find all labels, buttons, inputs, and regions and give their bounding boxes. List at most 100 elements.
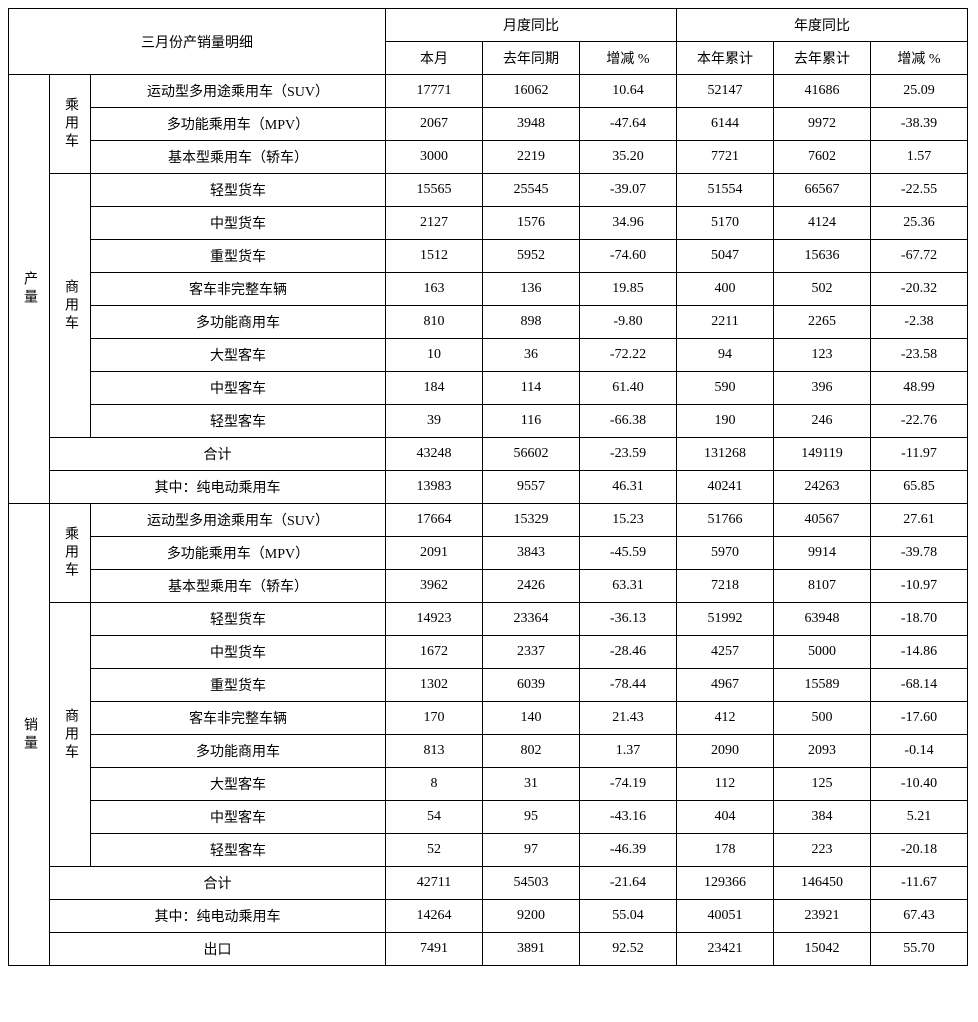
row-label: 中型客车: [91, 801, 386, 834]
cell: 48.99: [871, 372, 968, 405]
cell: 15636: [774, 240, 871, 273]
cell: 2219: [483, 141, 580, 174]
cell: 5.21: [871, 801, 968, 834]
hdr-monthly: 月度同比: [386, 9, 677, 42]
cell: 25.36: [871, 207, 968, 240]
cell: 3000: [386, 141, 483, 174]
row-label: 客车非完整车辆: [91, 273, 386, 306]
cell: -68.14: [871, 669, 968, 702]
cell: 813: [386, 735, 483, 768]
row-label: 基本型乘用车（轿车）: [91, 570, 386, 603]
cell: 146450: [774, 867, 871, 900]
cell: 16062: [483, 75, 580, 108]
cell: 8: [386, 768, 483, 801]
cell: 27.61: [871, 504, 968, 537]
cell: -47.64: [580, 108, 677, 141]
cell: 2337: [483, 636, 580, 669]
cell: -66.38: [580, 405, 677, 438]
cell: 7721: [677, 141, 774, 174]
cell: 412: [677, 702, 774, 735]
row-label: 运动型多用途乘用车（SUV）: [91, 504, 386, 537]
hdr-this-month: 本月: [386, 42, 483, 75]
cell: 2211: [677, 306, 774, 339]
cell: -17.60: [871, 702, 968, 735]
section-sales: 销量: [9, 504, 50, 966]
cell: 10: [386, 339, 483, 372]
row-label: 轻型客车: [91, 834, 386, 867]
cell: -72.22: [580, 339, 677, 372]
cell: 2265: [774, 306, 871, 339]
cell: 56602: [483, 438, 580, 471]
row-label: 重型货车: [91, 240, 386, 273]
cell: -14.86: [871, 636, 968, 669]
cell: 92.52: [580, 933, 677, 966]
row-label: 多功能商用车: [91, 735, 386, 768]
cell: -74.19: [580, 768, 677, 801]
cell: 42711: [386, 867, 483, 900]
cell: 5047: [677, 240, 774, 273]
cell: 190: [677, 405, 774, 438]
cell: 21.43: [580, 702, 677, 735]
cell: -0.14: [871, 735, 968, 768]
cell: 3891: [483, 933, 580, 966]
hdr-last-year-cum: 去年累计: [774, 42, 871, 75]
cell: 131268: [677, 438, 774, 471]
cell: 2127: [386, 207, 483, 240]
cell: 1672: [386, 636, 483, 669]
cell: -39.78: [871, 537, 968, 570]
cell: 63948: [774, 603, 871, 636]
cell: 2426: [483, 570, 580, 603]
row-label: 客车非完整车辆: [91, 702, 386, 735]
cell: -78.44: [580, 669, 677, 702]
row-label: 运动型多用途乘用车（SUV）: [91, 75, 386, 108]
cell: -23.58: [871, 339, 968, 372]
cell: 2067: [386, 108, 483, 141]
cell: -10.97: [871, 570, 968, 603]
cell: 246: [774, 405, 871, 438]
cell: 17664: [386, 504, 483, 537]
cell: 15.23: [580, 504, 677, 537]
cell: 1.57: [871, 141, 968, 174]
cell: 170: [386, 702, 483, 735]
cell: 52147: [677, 75, 774, 108]
cell: 5000: [774, 636, 871, 669]
cell: 2091: [386, 537, 483, 570]
cell: -36.13: [580, 603, 677, 636]
cell: 51766: [677, 504, 774, 537]
cell: -39.07: [580, 174, 677, 207]
row-label: 轻型货车: [91, 603, 386, 636]
cell: 25545: [483, 174, 580, 207]
cell: 7218: [677, 570, 774, 603]
cell: 51554: [677, 174, 774, 207]
cell: 3843: [483, 537, 580, 570]
cell: 25.09: [871, 75, 968, 108]
cell: 19.85: [580, 273, 677, 306]
cell: 5952: [483, 240, 580, 273]
cell: 41686: [774, 75, 871, 108]
cell: 39: [386, 405, 483, 438]
cell: -10.40: [871, 768, 968, 801]
cell: 5970: [677, 537, 774, 570]
cell: 384: [774, 801, 871, 834]
hdr-last-year-same: 去年同期: [483, 42, 580, 75]
cell: -43.16: [580, 801, 677, 834]
cell: 129366: [677, 867, 774, 900]
cell: -20.32: [871, 273, 968, 306]
cell: 123: [774, 339, 871, 372]
cell: 2093: [774, 735, 871, 768]
cell: 67.43: [871, 900, 968, 933]
cell: 6039: [483, 669, 580, 702]
cell: 396: [774, 372, 871, 405]
cell: -9.80: [580, 306, 677, 339]
cell: 97: [483, 834, 580, 867]
cell: 2090: [677, 735, 774, 768]
cell: 802: [483, 735, 580, 768]
cell: 52: [386, 834, 483, 867]
cell: 40051: [677, 900, 774, 933]
row-total: 合计: [50, 438, 386, 471]
cell: 1302: [386, 669, 483, 702]
cell: 34.96: [580, 207, 677, 240]
cell: 46.31: [580, 471, 677, 504]
prodsales-table: 三月份产销量明细 月度同比 年度同比 本月 去年同期 增减 % 本年累计 去年累…: [8, 8, 968, 966]
cell: 94: [677, 339, 774, 372]
